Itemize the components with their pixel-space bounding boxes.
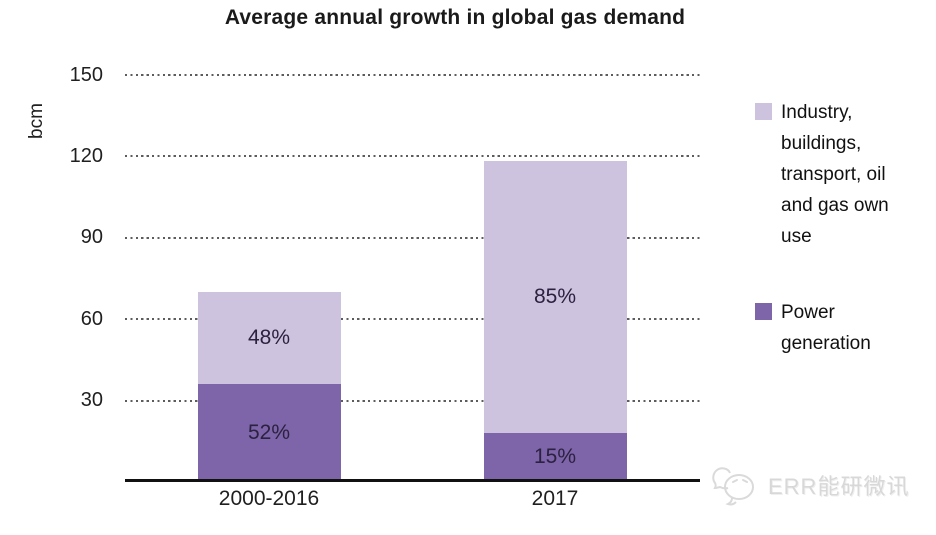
y-tick-label-90: 90	[80, 226, 103, 249]
chart-title: Average annual growth in global gas dema…	[224, 6, 686, 29]
y-axis-title: bcm	[26, 103, 47, 139]
watermark: ERR能研微讯	[710, 462, 909, 508]
gridline-60	[125, 317, 700, 321]
legend-swatch-power	[755, 303, 772, 320]
gridline-30	[125, 398, 700, 402]
x-category-label-2000-2016: 2000-2016	[218, 487, 320, 510]
bar-segment-power-generation: 15%	[483, 432, 627, 482]
segment-percent-label: 48%	[247, 325, 291, 349]
x-axis-line	[125, 479, 700, 482]
y-tick-label-150: 150	[69, 63, 103, 86]
legend-label-power: Power generation	[781, 302, 871, 354]
bar-2017: 85% 15%	[483, 161, 627, 482]
gridline-120	[125, 154, 700, 158]
legend-swatch-industry	[755, 103, 772, 120]
watermark-text: ERR能研微讯	[768, 474, 910, 499]
y-tick-label-30: 30	[80, 389, 103, 412]
bar-segment-industry: 85%	[483, 161, 627, 433]
segment-percent-label: 15%	[533, 445, 577, 469]
y-tick-label-120: 120	[69, 144, 103, 167]
err-logo-icon	[712, 467, 754, 506]
gridline-90	[125, 235, 700, 239]
bar-segment-industry: 48%	[197, 291, 341, 384]
legend-item-industry: Industry, buildings, transport, oil and …	[755, 97, 899, 252]
y-tick-label-60: 60	[80, 307, 103, 330]
gridline-150	[125, 73, 700, 76]
bar-2000-2016: 48% 52%	[197, 291, 341, 482]
legend-label-industry: Industry, buildings, transport, oil and …	[781, 102, 889, 247]
bar-segment-power-generation: 52%	[197, 383, 341, 482]
segment-percent-label: 85%	[533, 284, 577, 308]
x-category-label-2017: 2017	[531, 487, 579, 510]
segment-percent-label: 52%	[247, 420, 291, 444]
legend-item-power: Power generation	[755, 297, 899, 359]
